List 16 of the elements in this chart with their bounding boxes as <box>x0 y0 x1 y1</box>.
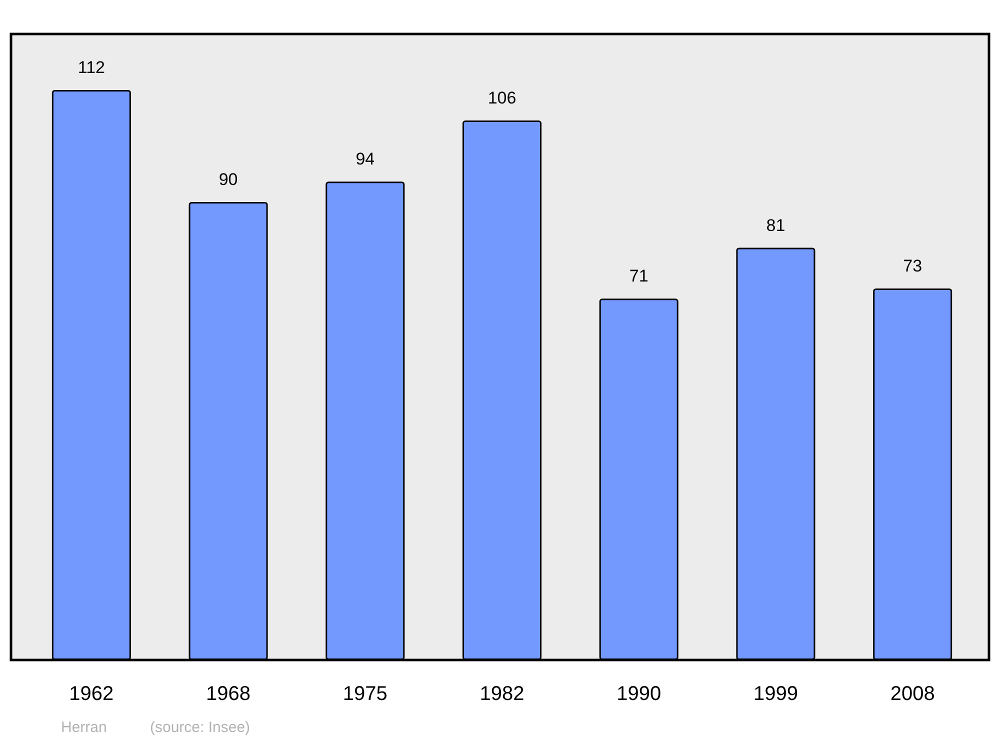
x-tick-label: 1999 <box>753 683 798 705</box>
data-label: 94 <box>356 150 375 169</box>
x-tick-label: 1990 <box>616 683 662 705</box>
x-tick-label: 1962 <box>69 683 114 705</box>
data-label: 90 <box>218 170 238 189</box>
data-label: 73 <box>903 256 922 276</box>
text: Herran <box>61 719 107 736</box>
data-label: 71 <box>629 266 648 286</box>
text: (source: Insee) <box>150 719 250 736</box>
data-label: 81 <box>766 216 786 235</box>
data-label: 106 <box>488 88 516 108</box>
x-tick-label: 1982 <box>480 683 524 705</box>
data-label: 112 <box>78 58 105 77</box>
x-tick-label: 1975 <box>342 683 388 705</box>
x-tick-label: 1968 <box>206 683 251 705</box>
x-tick-label: 2008 <box>890 683 935 705</box>
